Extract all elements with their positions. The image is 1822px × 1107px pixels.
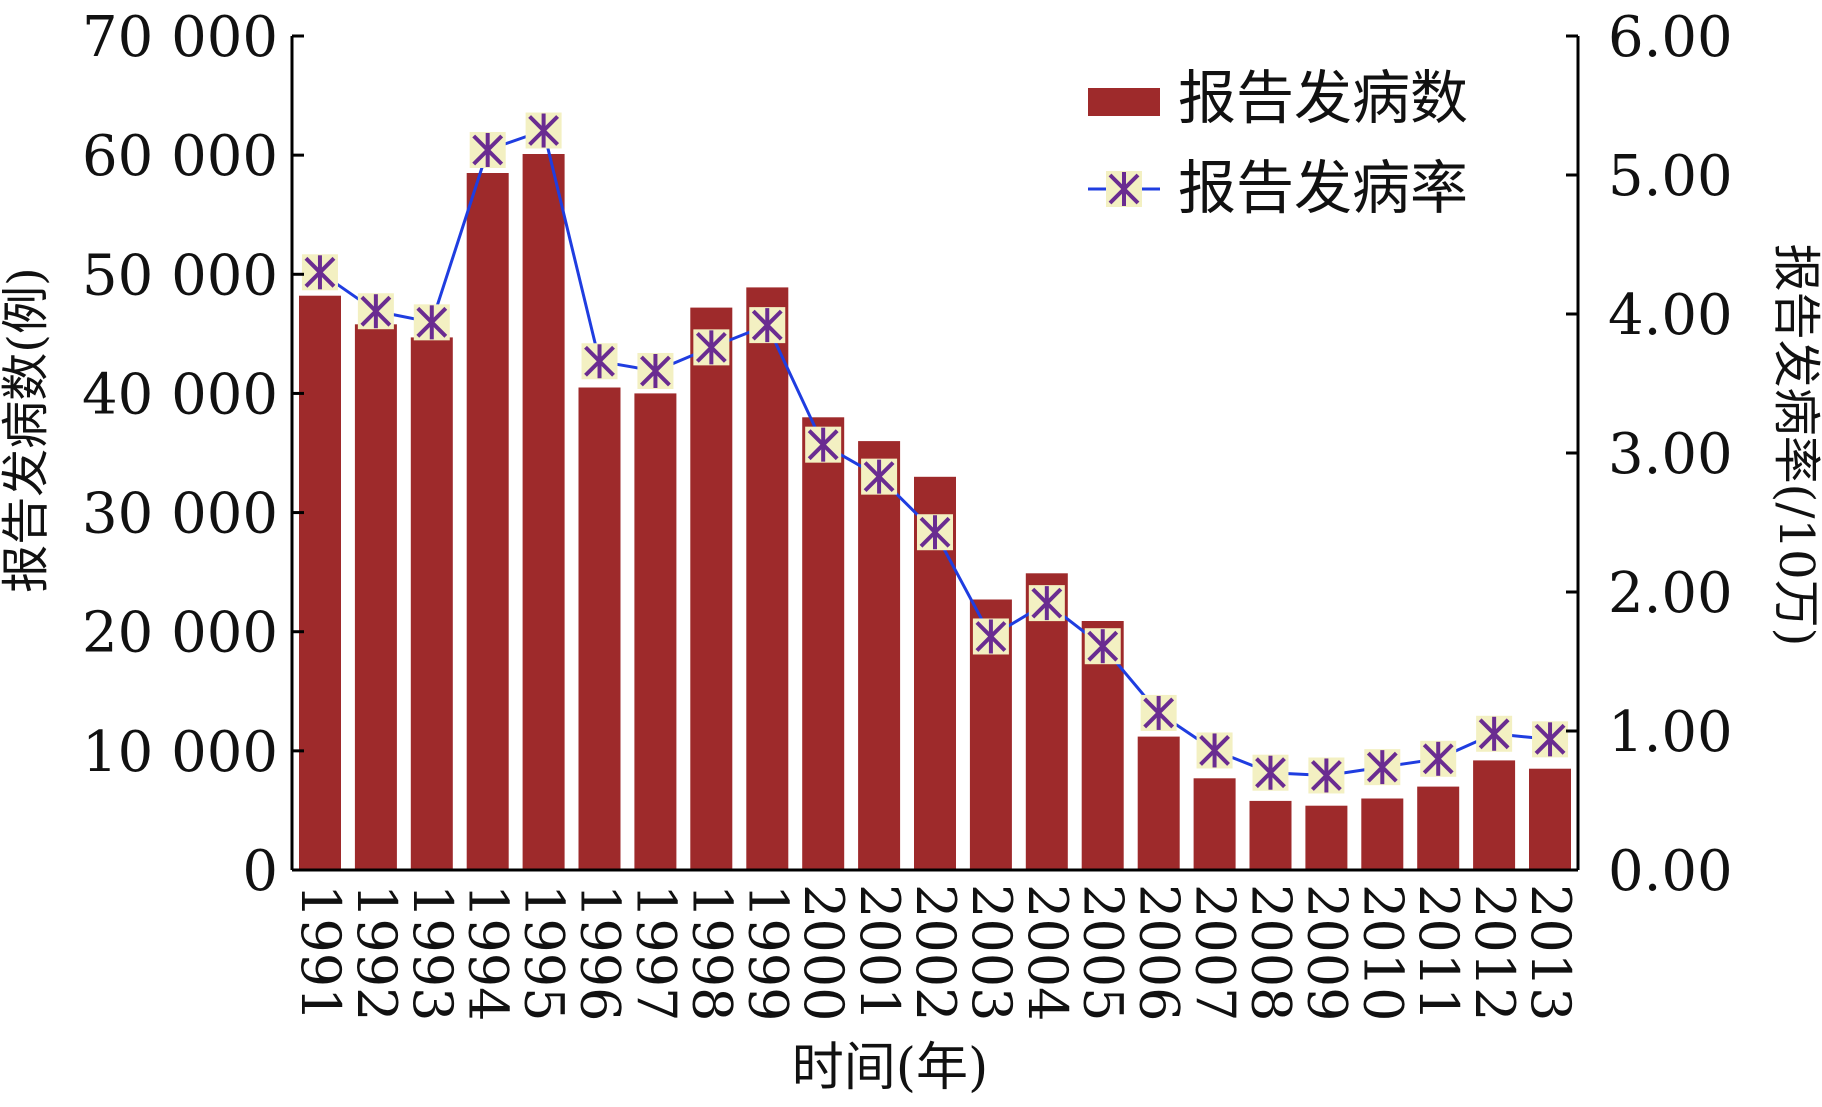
x-tick-label: 2008 [1240,884,1303,1021]
point-1991 [301,254,338,291]
x-tick-label: 2007 [1184,884,1247,1021]
legend-bar-swatch [1088,88,1160,116]
bars-layer [299,154,1571,871]
bar-2007 [1193,778,1236,870]
y-right-tick-label: 3.00 [1608,422,1733,487]
point-2001 [861,458,898,495]
x-tick-label: 2005 [1072,884,1135,1021]
bar-1996 [578,387,621,870]
point-2000 [805,426,842,463]
y-left-tick-label: 70 000 [82,5,278,70]
x-tick-label: 2011 [1407,884,1470,1021]
x-tick-label: 1996 [569,884,632,1021]
y-right-tick-label: 4.00 [1608,283,1733,348]
bar-1993 [410,337,453,870]
y-left-tick-label: 40 000 [82,362,278,427]
y-left-tick-label: 10 000 [82,720,278,785]
x-axis-label: 时间(年) [792,1038,989,1098]
point-2006 [1140,694,1177,731]
y-right-tick-label: 0.00 [1608,839,1733,904]
point-2011 [1420,740,1457,777]
y-right-tick-label: 6.00 [1608,5,1733,70]
bar-1997 [634,393,677,870]
x-tick-label: 2009 [1295,884,1358,1021]
bar-1992 [354,324,397,870]
bar-2009 [1305,805,1348,870]
bar-2011 [1417,786,1460,870]
point-2013 [1532,721,1569,758]
line-layer [301,112,1569,794]
legend-line-label: 报告发病率 [1178,154,1468,222]
legend-marker [1106,171,1142,207]
point-1993 [413,304,450,341]
y-right-tick-label: 2.00 [1608,561,1733,626]
point-1995 [525,112,562,149]
bar-2001 [858,441,901,870]
bar-1999 [746,287,789,870]
bar-2012 [1473,760,1516,870]
y-axis-left-label: 报告发病数(例) [0,267,54,592]
y-axis-right-label: 报告发病率(/10万) [1768,244,1822,647]
x-tick-label: 2000 [792,884,855,1021]
x-tick-label: 2002 [904,884,967,1021]
x-tick-label: 2012 [1463,884,1526,1021]
x-tick-label: 1999 [736,884,799,1021]
x-tick-label: 1993 [401,884,464,1021]
x-tick-label: 1991 [289,884,352,1021]
point-1999 [749,307,786,344]
point-2004 [1028,585,1065,622]
y-left-tick-label: 30 000 [82,482,278,547]
point-1998 [693,329,730,366]
point-2002 [917,514,953,551]
point-1996 [581,343,618,380]
legend-bar-label: 报告发病数 [1178,64,1468,132]
bar-2013 [1529,768,1571,870]
point-1992 [357,293,394,330]
bar-2010 [1361,798,1404,870]
point-2008 [1252,754,1289,791]
x-tick-label: 2010 [1351,884,1414,1021]
bar-1998 [690,307,733,871]
x-tick-label: 1995 [513,884,576,1021]
point-2010 [1364,749,1401,786]
point-2012 [1476,715,1513,752]
bar-2000 [802,417,845,870]
x-tick-label: 2004 [1016,884,1079,1021]
bar-2006 [1137,736,1180,870]
x-tick-label: 2006 [1128,884,1191,1021]
point-2007 [1196,732,1233,769]
bar-1994 [466,173,509,870]
point-2005 [1084,628,1121,665]
x-tick-label: 1998 [680,884,743,1021]
point-2003 [972,618,1009,655]
bar-2004 [1025,573,1068,870]
y-right-tick-label: 5.00 [1608,144,1733,209]
x-tick-labels: 1991199219931994199519961997199819992000… [289,884,1582,1021]
x-tick-label: 2003 [960,884,1023,1021]
point-1994 [469,131,506,168]
y-right-tick-label: 1.00 [1608,700,1733,765]
y-left-tick-label: 0 [242,839,278,904]
x-tick-label: 2013 [1519,884,1582,1021]
bar-2008 [1249,800,1292,870]
y-left-tick-label: 20 000 [82,601,278,666]
point-2009 [1308,757,1345,794]
y-left-tick-label: 60 000 [82,124,278,189]
axes-layer: 0 10 000 20 000 30 000 40 000 50 000 60 000 70 … [82,5,1733,904]
x-tick-label: 2001 [848,884,911,1021]
x-tick-label: 1997 [624,884,687,1021]
bar-1995 [522,154,565,870]
x-tick-label: 1992 [345,884,408,1021]
x-tick-label: 1994 [457,884,520,1021]
y-left-tick-label: 50 000 [82,243,278,308]
point-1997 [637,352,674,389]
bar-1991 [299,295,341,870]
